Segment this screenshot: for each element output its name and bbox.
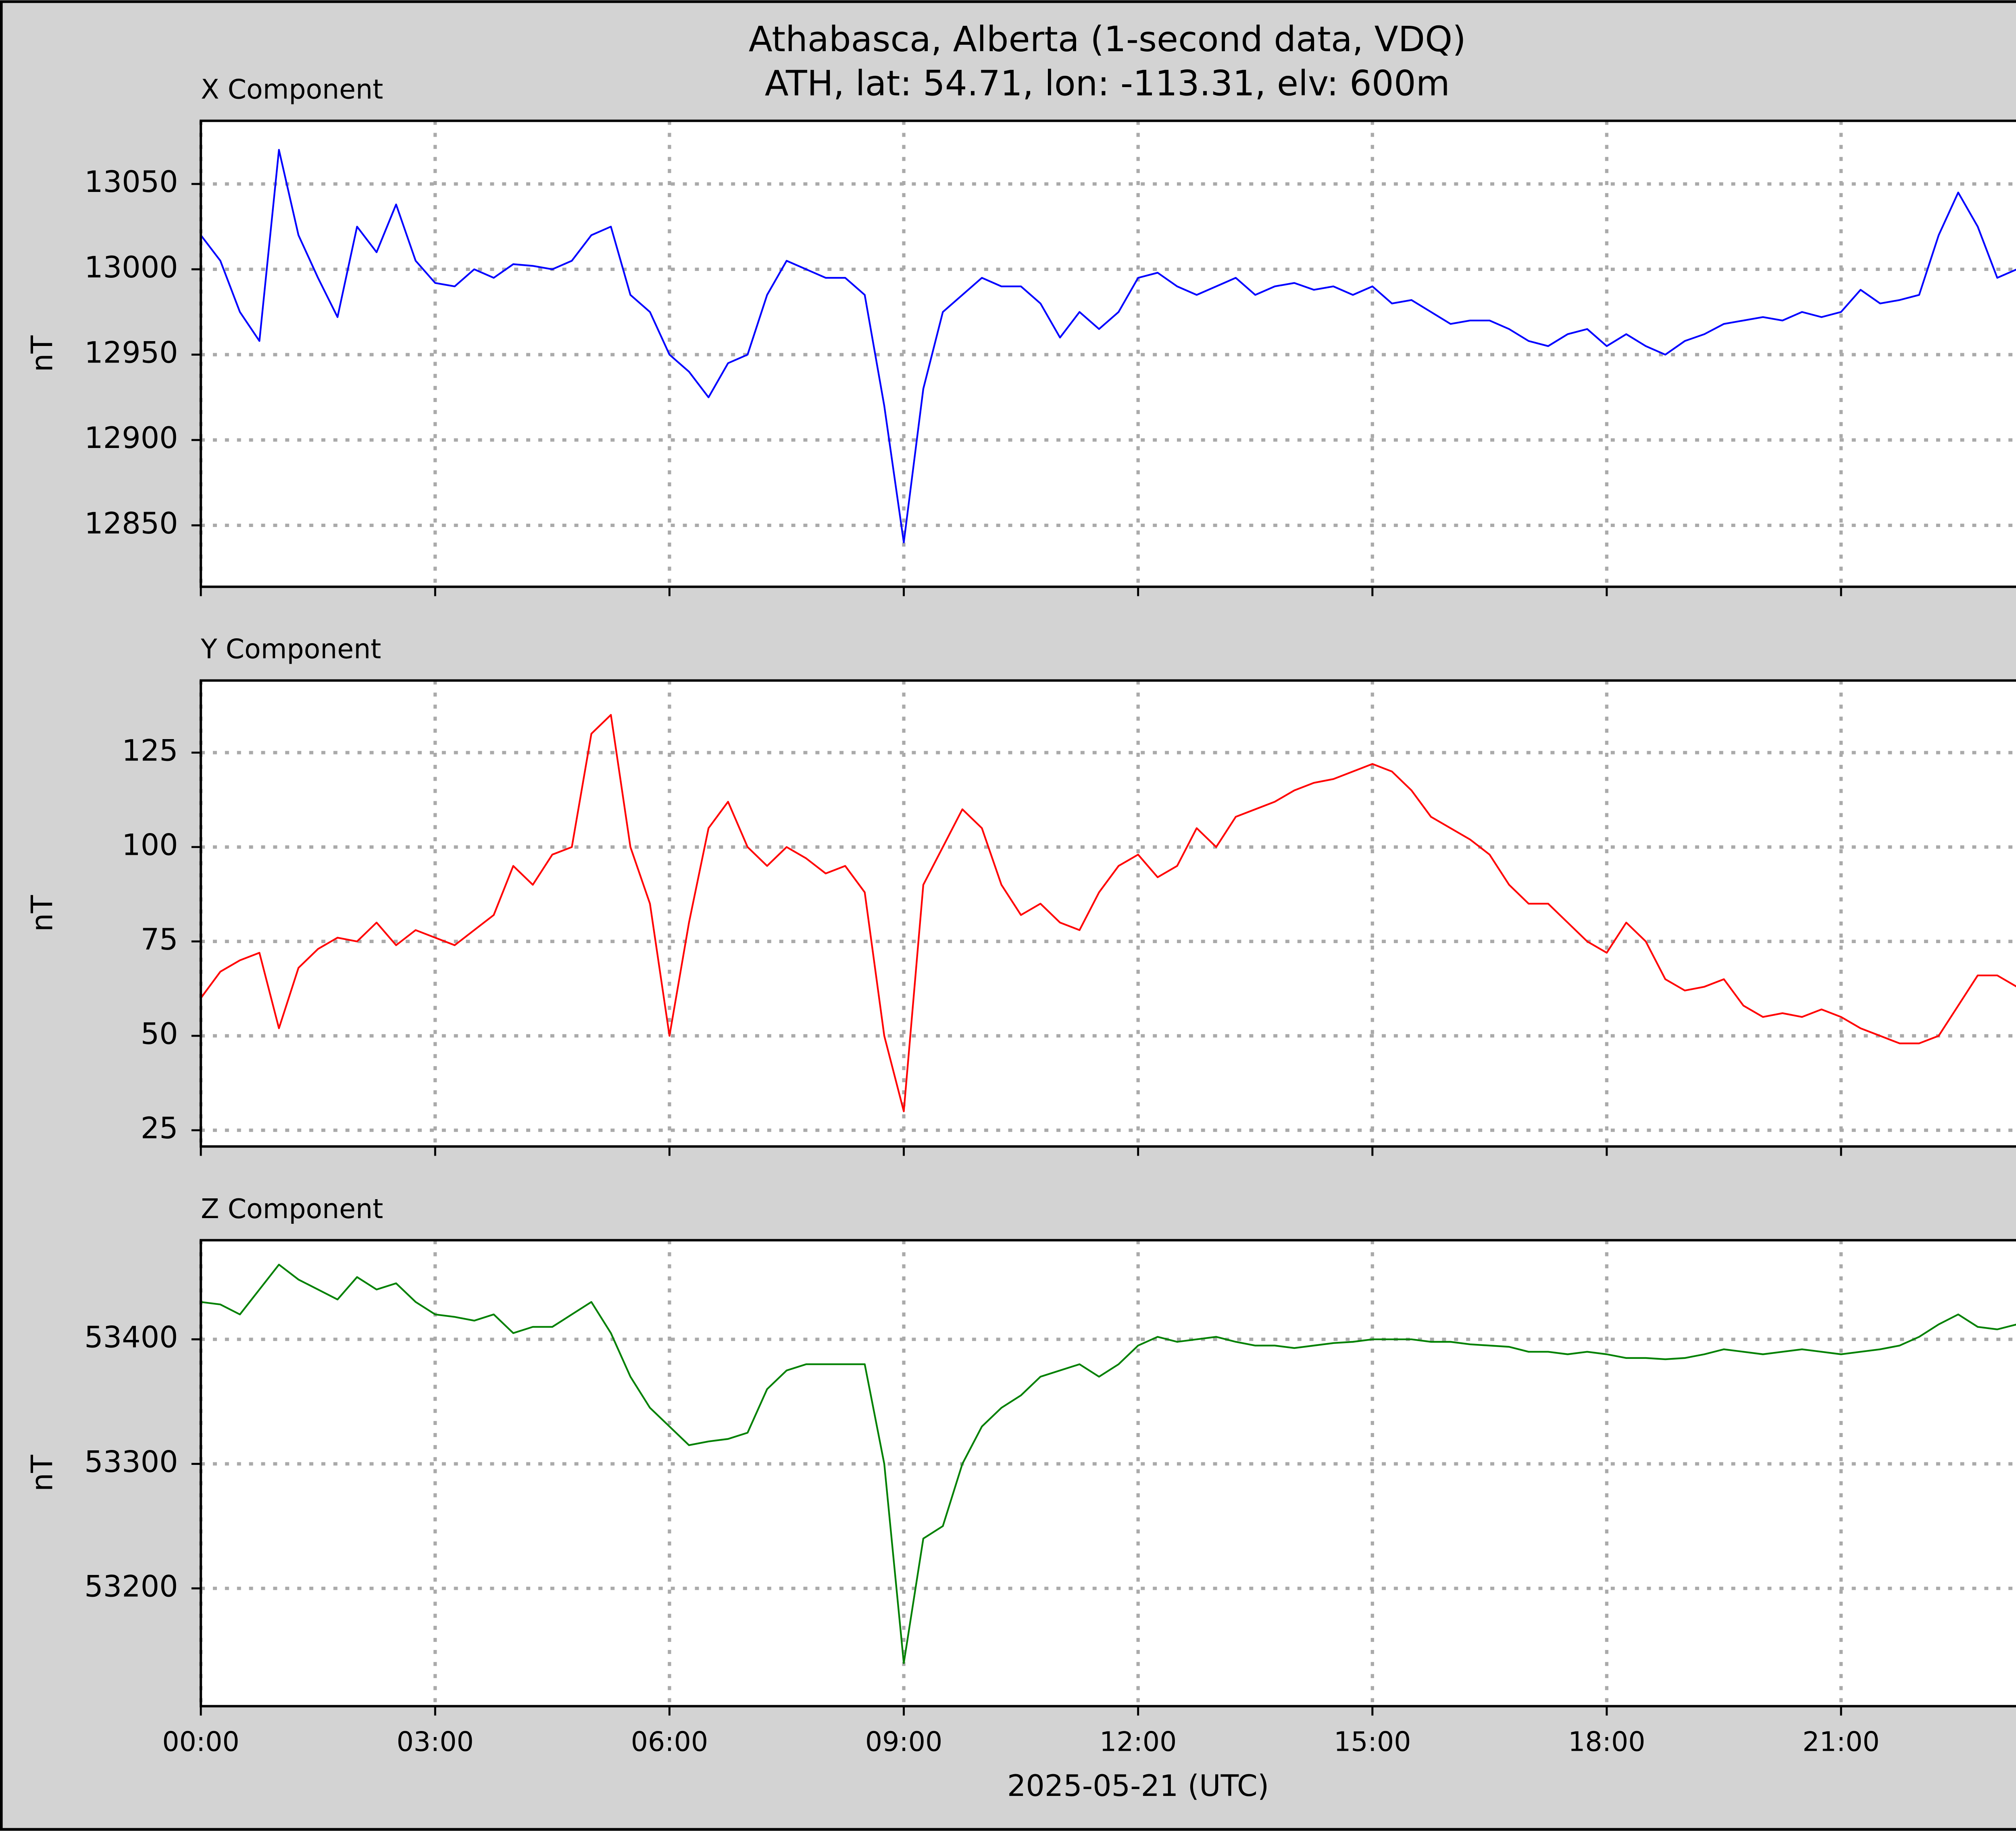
y-tick-label: 53200 (84, 1569, 178, 1604)
y-tick-label: 53300 (84, 1445, 178, 1479)
y-tick-label: 75 (141, 923, 178, 957)
x-tick-label: 12:00 (1100, 1726, 1177, 1757)
x-tick-label: 15:00 (1334, 1726, 1411, 1757)
x-tick-label: 00:00 (162, 1726, 239, 1757)
y-axis-label: nT (25, 895, 60, 932)
plot-area (201, 680, 2016, 1147)
x-tick-label: 09:00 (865, 1726, 942, 1757)
plot-area (201, 1240, 2016, 1706)
y-tick-label: 50 (141, 1017, 178, 1051)
x-axis-label: 2025-05-21 (UTC) (1007, 1769, 1269, 1803)
y-tick-label: 12850 (84, 506, 178, 541)
panel-title: Z Component (201, 1193, 383, 1225)
y-tick-label: 53400 (84, 1321, 178, 1355)
y-axis-label: nT (25, 335, 60, 372)
y-tick-label: 125 (122, 734, 178, 768)
x-tick-label: 03:00 (397, 1726, 474, 1757)
y-tick-label: 13050 (84, 165, 178, 199)
chart-subtitle: ATH, lat: 54.71, lon: -113.31, elv: 600m (765, 64, 1450, 104)
data-line (200, 1264, 2016, 1664)
y-tick-label: 25 (141, 1111, 178, 1146)
y-tick-label: 13000 (84, 250, 178, 285)
y-tick-label: 100 (122, 828, 178, 862)
x-tick-label: 18:00 (1568, 1726, 1645, 1757)
data-line (200, 714, 2016, 1112)
chart-title: Athabasca, Alberta (1-second data, VDQ) (749, 19, 1466, 60)
x-tick-label: 21:00 (1802, 1726, 1879, 1757)
plot-frame (200, 119, 2016, 588)
y-axis-label: nT (25, 1455, 60, 1491)
plot-frame (200, 679, 2016, 1148)
y-tick-label: 12900 (84, 421, 178, 455)
plot-frame (200, 1239, 2016, 1708)
panel-title: X Component (201, 74, 383, 105)
data-line (200, 149, 2016, 544)
panel-title: Y Component (200, 633, 381, 665)
y-tick-label: 12950 (84, 336, 178, 370)
x-tick-label: 06:00 (631, 1726, 708, 1757)
